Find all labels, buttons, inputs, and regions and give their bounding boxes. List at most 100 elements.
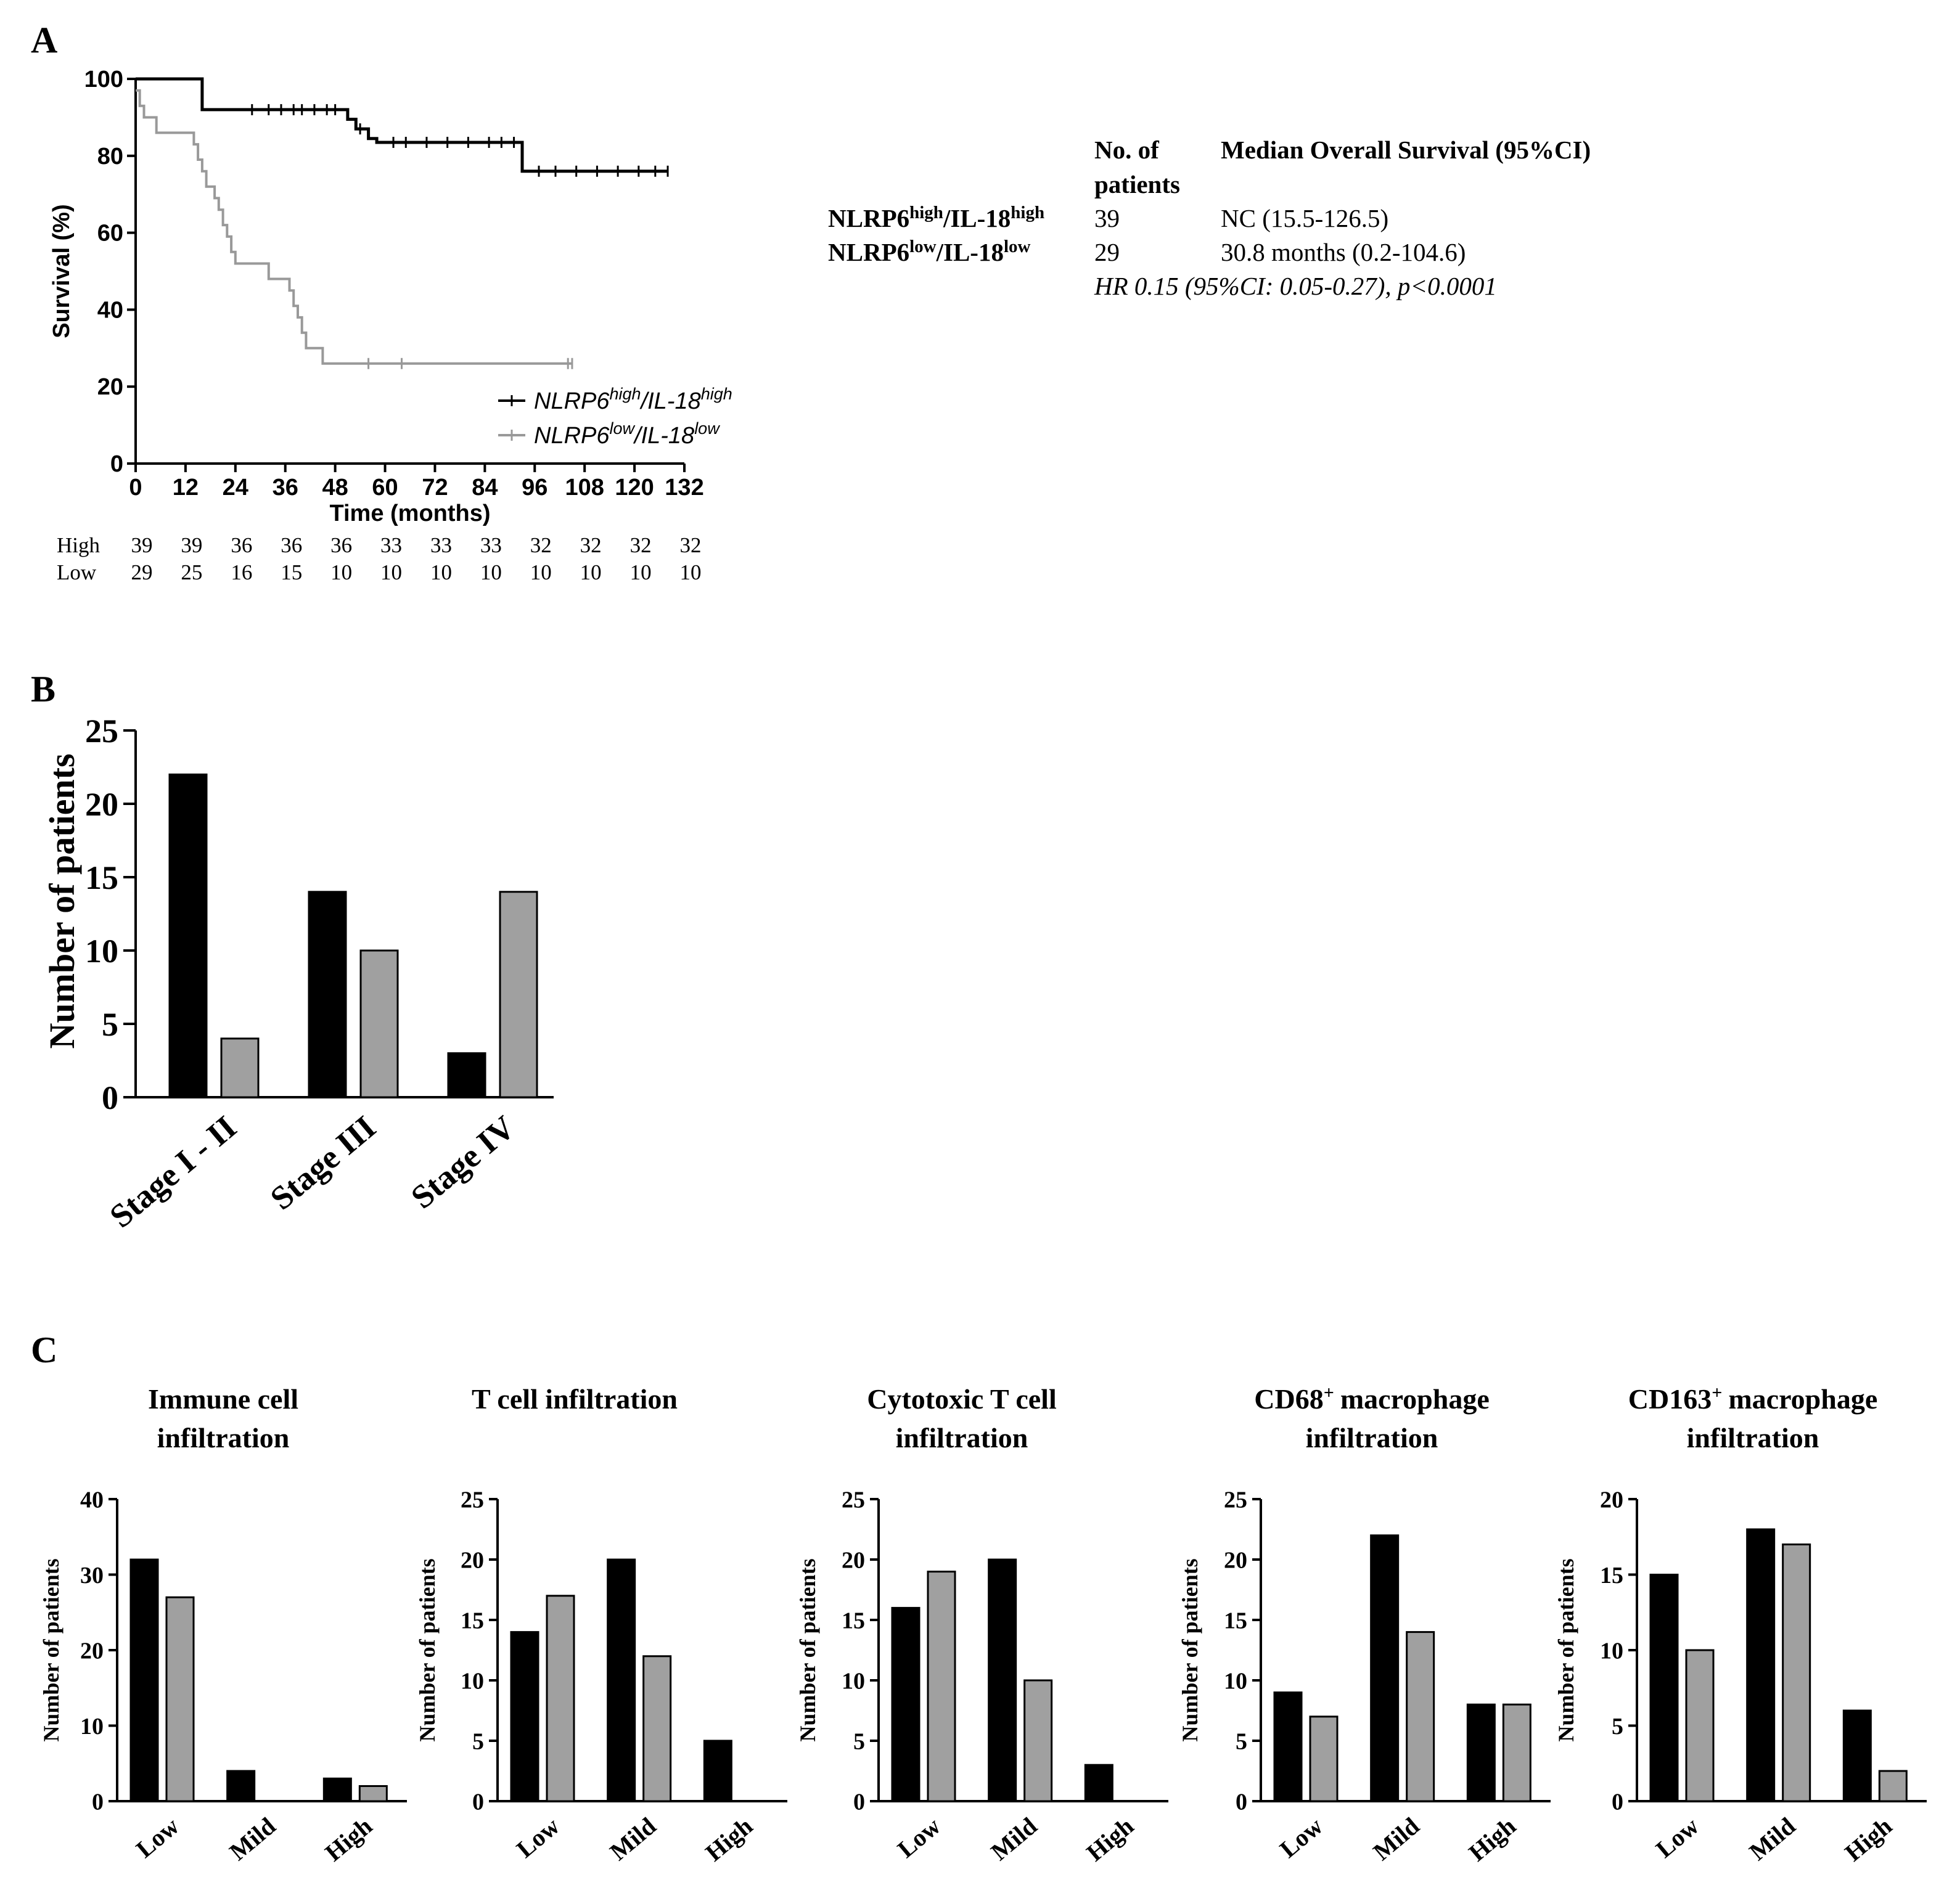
stage-category-label: Stage I - II [103,1108,244,1235]
risk-value-high: 32 [630,533,652,557]
table-low-base1: NLRP6 [828,238,909,266]
c1-bar-high [226,1770,256,1802]
km-y-tick-label: 80 [97,144,123,170]
km-x-tick-label: 72 [422,475,448,501]
risk-row-label-high: High [57,533,100,557]
c2-category-label: Low [511,1812,565,1863]
c3-bar-high [891,1606,921,1802]
km-y-ticks: 0 20 40 60 80 100 [84,67,136,477]
panel-label-b: B [31,669,55,709]
c5-y-tick-label: 5 [1612,1714,1623,1740]
km-y-tick-label: 20 [97,374,123,400]
risk-value-high: 33 [480,533,502,557]
c4-y-tick-label: 0 [1236,1789,1247,1815]
risk-value-low: 10 [630,560,652,584]
c5-bar-low [1782,1544,1811,1802]
risk-value-high: 36 [231,533,252,557]
risk-value-low: 25 [181,560,202,584]
c5-title-sup: + [1712,1383,1722,1403]
c5-title-cd: CD163 [1628,1383,1712,1415]
c2-y-tick-label: 15 [461,1608,484,1634]
c1-y-tick-label: 10 [80,1714,104,1740]
table-high-base2: /IL-18 [943,204,1011,232]
risk-value-low: 10 [580,560,602,584]
risk-value-high: 39 [181,533,202,557]
c1-y-tick-label: 20 [80,1638,104,1664]
km-axes: 0 20 40 60 80 100 0 12 24 36 48 60 72 84 96 108 120 132 [84,67,704,501]
c5-bar-low [1878,1770,1908,1802]
c2-y-tick-label: 5 [472,1728,484,1754]
table-row-high-group: NLRP6high/IL-18high [828,203,1044,232]
c1-category-label: Low [131,1812,184,1863]
c2-y-tick-label: 10 [461,1668,484,1694]
c4-title-sup: + [1324,1383,1334,1403]
c1-y-tick-label: 30 [80,1563,104,1589]
stage-bar-low [220,1037,260,1098]
c3-category-label: Mild [986,1812,1043,1865]
c5-category-label: Low [1650,1812,1704,1863]
c4-bar-low [1406,1631,1435,1802]
c4-y-tick-label: 10 [1224,1668,1247,1694]
legend-entry-low: NLRP6low/IL-18low [498,419,720,449]
legend-high-base2: /IL-18 [639,388,701,414]
c1-title-line2: infiltration [157,1422,290,1454]
c2-bar-high [607,1558,636,1802]
table-row-low-n: 29 [1094,238,1120,266]
panel-label-c: C [31,1330,57,1370]
c1-bar-high [129,1558,159,1802]
c3-title-line2: infiltration [896,1422,1028,1454]
stage-category-label: Stage IV [404,1108,522,1216]
c2-bar-high [703,1740,732,1802]
c3-y-tick-label: 0 [853,1789,865,1815]
c5-y-tick-label: 20 [1600,1487,1623,1513]
km-x-tick-label: 0 [129,475,142,501]
table-header-patients-1: No. of [1094,136,1160,164]
legend-label-low: NLRP6low/IL-18low [534,419,720,449]
c4-bar-high [1273,1691,1303,1802]
table-high-base1: NLRP6 [828,204,909,232]
c4-category-label: Low [1274,1812,1328,1863]
table-row-high-median: NC (15.5-126.5) [1221,204,1388,232]
stage-y-tick-label: 5 [102,1006,118,1043]
table-row-low-median: 30.8 months (0.2-104.6) [1221,238,1466,266]
c3-y-tick-label: 15 [842,1608,865,1634]
c4-title-line1: CD68+ macrophage [1254,1383,1489,1415]
risk-value-low: 10 [480,560,502,584]
c3-category-label: Low [892,1812,946,1863]
stage-bar-high [168,773,208,1098]
c4-title-macrophage: macrophage [1340,1383,1490,1415]
c3-bar-low [927,1571,956,1802]
stage-y-tick-label: 20 [85,786,118,823]
stage-bar-low [359,949,399,1098]
table-header-survival: Median Overall Survival (95%CI) [1221,136,1591,164]
c2-y-tick-label: 25 [461,1487,484,1513]
c5-y-tick-label: 10 [1600,1638,1623,1664]
c4-title-line2: infiltration [1306,1422,1438,1454]
stage-bar-low [499,891,538,1098]
risk-values: 39 39 36 36 36 33 33 33 32 32 32 32 29 25 16 15 10 10 10 10… [131,533,702,584]
km-x-tick-label: 36 [273,475,298,501]
cd68-macrophage-infiltration-chart: 0 5 10 15 20 25 Low Mild High Number of patients [1178,1487,1551,1867]
c3-title-line1: Cytotoxic T cell [867,1383,1056,1415]
c3-y-tick-label: 10 [842,1668,865,1694]
km-x-tick-label: 132 [665,475,703,501]
km-legend: NLRP6high/IL-18high NLRP6low/IL-18low [498,385,732,449]
km-risk-table: High Low 39 39 36 36 36 33 33 33 32 32 32 32 29 25 16 1… [57,533,702,584]
stage-y-tick-label: 15 [85,859,118,896]
c2-y-tick-label: 20 [461,1547,484,1573]
cytotoxic-t-cell-infiltration-chart: 0 5 10 15 20 25 Low Mild High Number of patients [795,1487,1168,1867]
table-low-sup1: low [909,237,937,256]
c5-category-label: High [1839,1812,1897,1867]
c4-bar-low [1309,1715,1339,1802]
legend-low-sup1: low [610,419,636,438]
c5-bar-high [1842,1709,1872,1802]
km-x-tick-label: 120 [615,475,654,501]
c5-bar-high [1746,1528,1776,1802]
stage-category-label: Stage III [263,1108,383,1217]
km-x-tick-label: 12 [173,475,199,501]
km-x-axis-title: Time (months) [329,501,490,526]
c2-category-label: Mild [605,1812,662,1865]
risk-value-high: 36 [281,533,302,557]
c1-category-label: Mild [224,1812,281,1865]
risk-row-label-low: Low [57,560,97,584]
